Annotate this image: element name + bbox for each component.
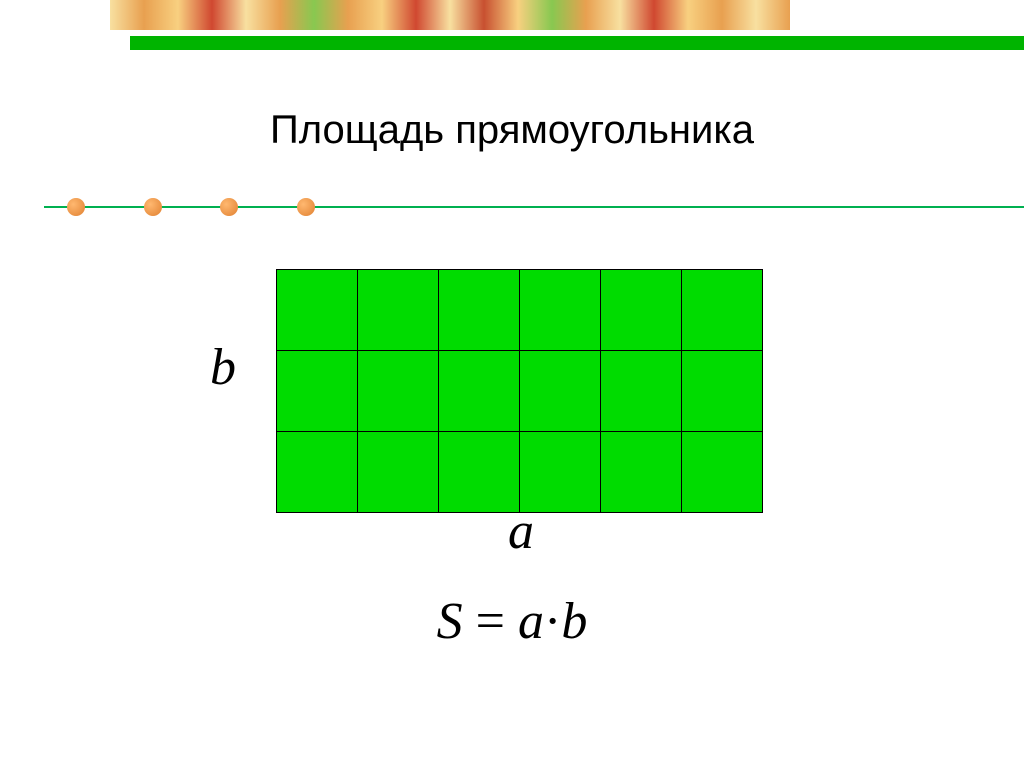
grid-cell — [439, 432, 519, 512]
grid-cell — [439, 270, 519, 350]
grid-cell — [520, 270, 600, 350]
grid-cell — [277, 432, 357, 512]
grid-cell — [601, 351, 681, 431]
formula-dot: · — [544, 593, 561, 650]
area-formula: S = a·b — [0, 592, 1024, 651]
grid-cell — [358, 351, 438, 431]
decorative-dot — [297, 198, 315, 216]
rectangle-grid — [276, 269, 763, 513]
grid-cell — [358, 432, 438, 512]
grid-cell — [358, 270, 438, 350]
formula-eq: = — [463, 593, 518, 650]
formula-b: b — [561, 593, 587, 650]
grid-cell — [601, 270, 681, 350]
decorative-dot — [67, 198, 85, 216]
grid-cell — [682, 351, 762, 431]
formula-a: a — [518, 593, 544, 650]
grid-cell — [277, 270, 357, 350]
decorative-dot — [220, 198, 238, 216]
green-stripe — [130, 36, 1024, 50]
label-side-b: b — [210, 338, 236, 397]
decorative-line — [44, 206, 1024, 208]
label-side-a: a — [508, 502, 534, 561]
decorative-dot — [144, 198, 162, 216]
grid-cell — [601, 432, 681, 512]
grid-cell — [682, 270, 762, 350]
page-title: Площадь прямоугольника — [0, 108, 1024, 153]
grid-cell — [277, 351, 357, 431]
decorative-banner — [110, 0, 790, 30]
formula-S: S — [437, 593, 463, 650]
grid-cell — [682, 432, 762, 512]
grid-cell — [439, 351, 519, 431]
grid-cell — [520, 432, 600, 512]
grid-cell — [520, 351, 600, 431]
